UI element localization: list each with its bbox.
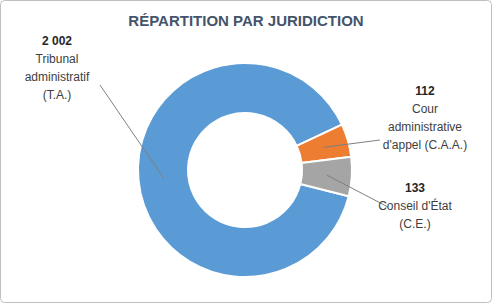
data-labels: 2 002 Tribunal administratif (T.A.) 112 Cour a… xyxy=(25,34,468,231)
category-label: Tribunal administratif (T.A.) xyxy=(25,52,90,102)
slices xyxy=(138,63,352,277)
category-label-line: Conseil d'État xyxy=(378,198,452,213)
category-label: Cour administrative d'appel (C.A.A.) xyxy=(383,102,467,152)
chart-svg: RÉPARTITION PAR JURIDICTION 2 002 Tribunal… xyxy=(0,0,492,303)
category-label-line: (T.A.) xyxy=(43,88,72,102)
chart-title: RÉPARTITION PAR JURIDICTION xyxy=(128,12,363,29)
value-label: 2 002 xyxy=(42,34,72,48)
category-label-line: Tribunal xyxy=(36,52,79,66)
slice xyxy=(300,157,352,196)
chart-frame xyxy=(1,1,492,303)
category-label-line: d'appel (C.A.A.) xyxy=(383,138,467,152)
category-label-line: administrative xyxy=(388,120,462,134)
chart-container: RÉPARTITION PAR JURIDICTION 2 002 Tribunal… xyxy=(0,0,492,303)
category-label-line: (C.E.) xyxy=(399,217,430,231)
leader-line xyxy=(100,85,163,178)
leader-line xyxy=(324,140,380,147)
leader-lines xyxy=(100,85,388,207)
value-label: 133 xyxy=(405,181,425,195)
category-label-line: administratif xyxy=(25,70,90,84)
value-label: 112 xyxy=(415,84,435,98)
category-label-line: Cour xyxy=(412,102,438,116)
category-label: Conseil d'État (C.E.) xyxy=(378,198,452,231)
